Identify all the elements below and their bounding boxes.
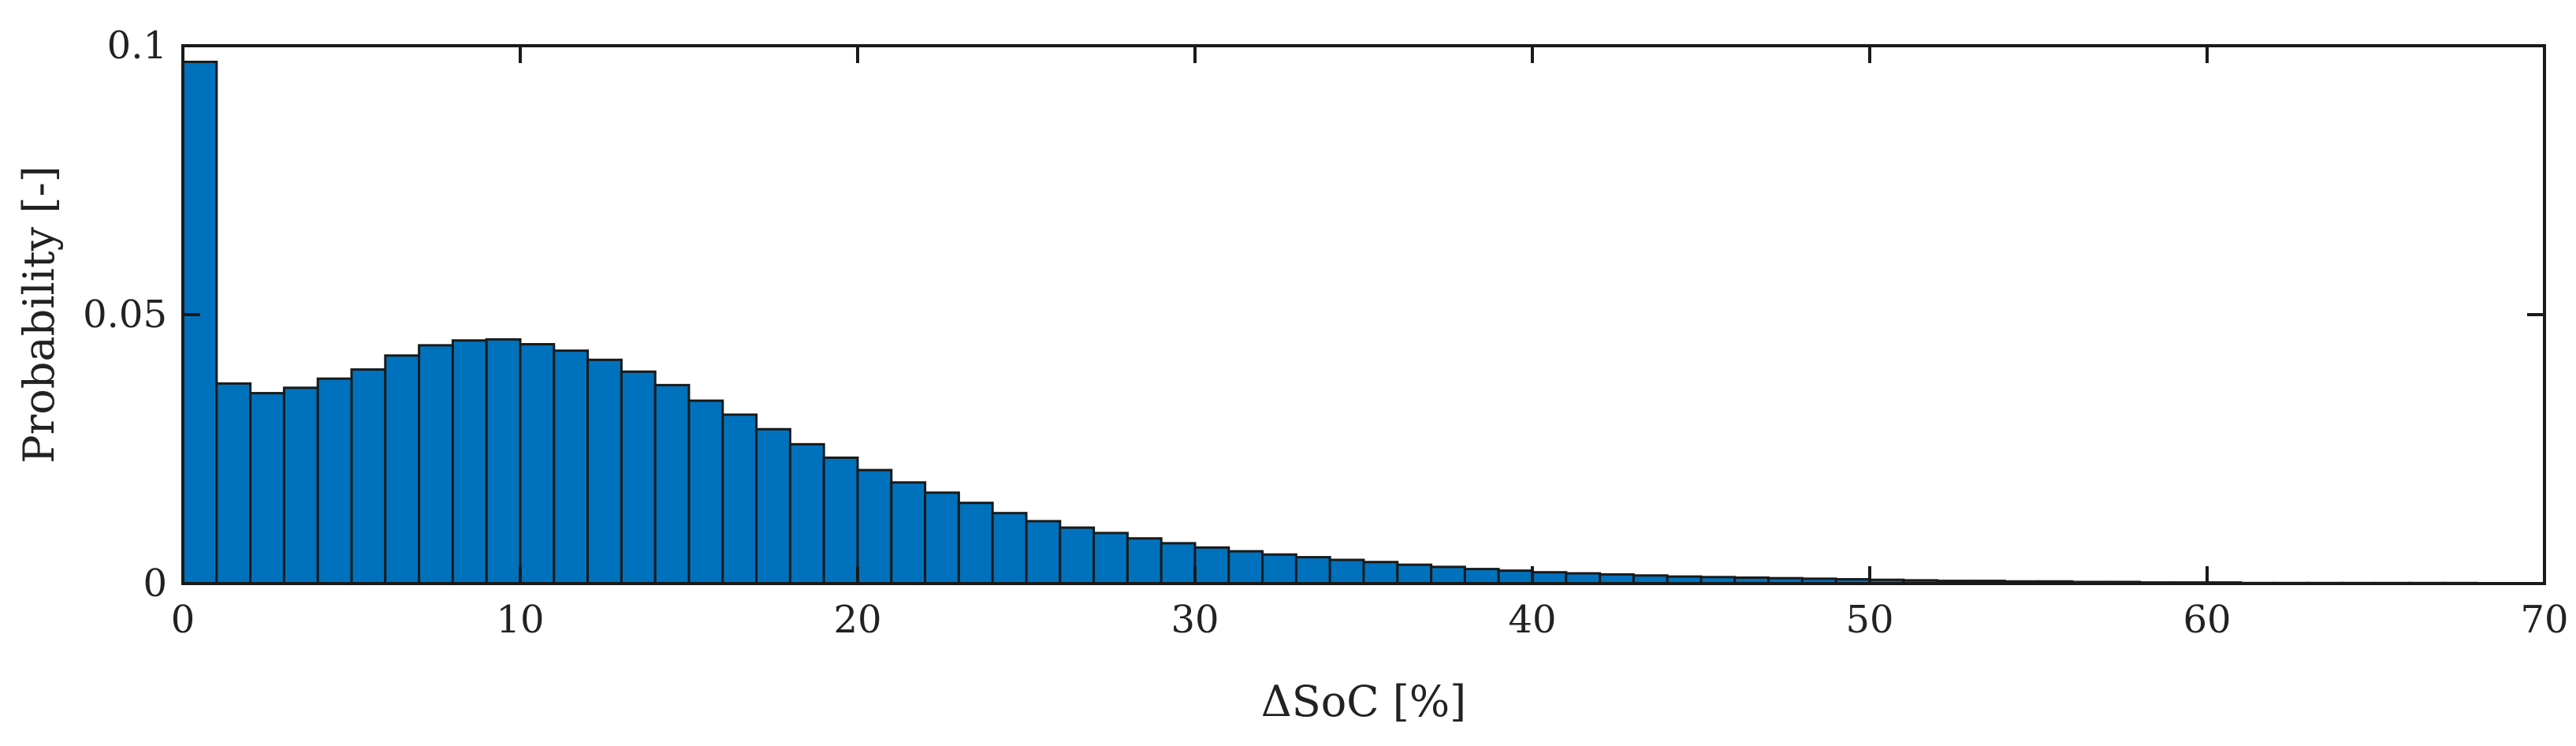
histogram-bar bbox=[451, 339, 488, 585]
histogram-bar bbox=[249, 392, 285, 585]
histogram-bar bbox=[553, 349, 590, 585]
histogram-bar bbox=[856, 468, 893, 585]
histogram-bar bbox=[1430, 565, 1466, 585]
axis-labels: ΔSoC [%] Probability [-] bbox=[14, 166, 1466, 726]
histogram-bar bbox=[890, 481, 927, 585]
histogram-bar bbox=[1261, 553, 1297, 585]
histogram-bars bbox=[181, 60, 2478, 585]
x-tick-label: 60 bbox=[2183, 598, 2231, 642]
y-tick-label: 0.05 bbox=[83, 293, 167, 337]
x-tick-label: 70 bbox=[2520, 598, 2568, 642]
histogram-bar bbox=[788, 442, 825, 585]
histogram-bar bbox=[586, 358, 623, 585]
histogram-bar bbox=[384, 354, 421, 585]
y-tick-label: 0.1 bbox=[107, 24, 167, 68]
y-axis-title: Probability [-] bbox=[14, 166, 64, 464]
histogram-bar bbox=[1463, 568, 1500, 585]
histogram-bar bbox=[1193, 546, 1230, 585]
histogram-bar bbox=[1396, 563, 1433, 585]
histogram-bar bbox=[181, 60, 218, 585]
histogram-bar bbox=[418, 344, 454, 585]
x-tick-label: 0 bbox=[171, 598, 195, 642]
histogram-bar bbox=[1497, 569, 1534, 585]
histogram-bar bbox=[1093, 532, 1129, 585]
x-tick-label: 30 bbox=[1171, 598, 1219, 642]
histogram-bar bbox=[215, 382, 252, 585]
x-tick-label: 20 bbox=[833, 598, 881, 642]
histogram-bar bbox=[1362, 561, 1399, 585]
axes: 0 10 20 30 40 50 60 70 0 0.05 0.1 bbox=[83, 24, 2568, 642]
histogram-bar bbox=[924, 491, 960, 585]
x-tick-label: 50 bbox=[1845, 598, 1893, 642]
histogram-bar bbox=[350, 368, 387, 585]
histogram-bar bbox=[1025, 520, 1062, 585]
histogram-bar bbox=[519, 343, 556, 585]
histogram-bar bbox=[316, 377, 353, 585]
histogram-bar bbox=[1531, 571, 1568, 585]
histogram-bar bbox=[653, 383, 691, 585]
histogram-bar bbox=[1160, 542, 1197, 585]
histogram-bar bbox=[485, 338, 522, 585]
histogram-bar bbox=[687, 399, 724, 585]
histogram-bar bbox=[822, 456, 859, 585]
x-tick-label: 40 bbox=[1508, 598, 1556, 642]
histogram-bar bbox=[721, 413, 758, 585]
x-axis-title: ΔSoC [%] bbox=[1261, 677, 1466, 726]
histogram-bar bbox=[1059, 526, 1096, 585]
x-tick-label: 10 bbox=[496, 598, 544, 642]
histogram-bar bbox=[957, 502, 994, 585]
histogram-bar bbox=[755, 427, 791, 585]
histogram-bar bbox=[1294, 556, 1331, 585]
histogram-bar bbox=[991, 512, 1028, 585]
histogram-bar bbox=[1328, 558, 1365, 585]
y-tick-label: 0 bbox=[143, 561, 167, 606]
histogram-bar bbox=[1227, 550, 1264, 585]
histogram-bar bbox=[1126, 537, 1163, 585]
histogram-bar bbox=[620, 370, 657, 585]
histogram-bar bbox=[282, 386, 319, 585]
